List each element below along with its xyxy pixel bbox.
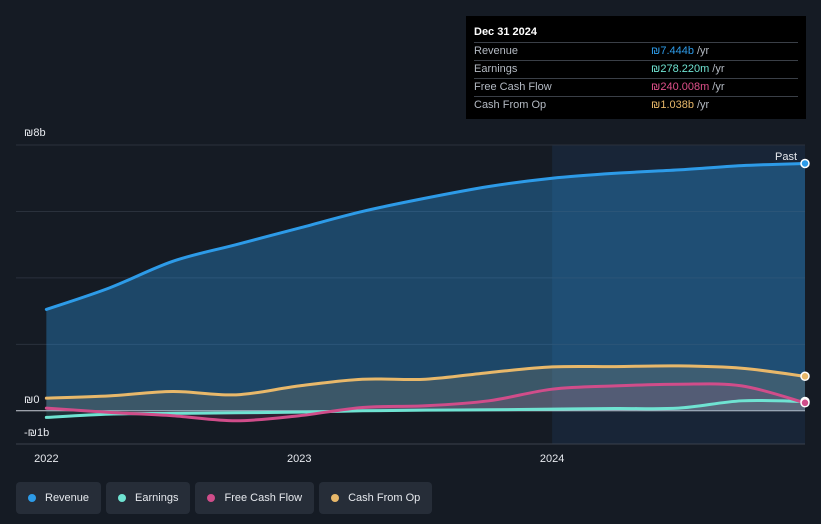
- x-axis-labels: 2022 2023 2024: [34, 453, 564, 465]
- tooltip-row-cash-from-op: Cash From Op ₪1.038b /yr: [474, 96, 798, 114]
- tooltip-date: Dec 31 2024: [474, 26, 537, 38]
- past-label: Past: [775, 151, 797, 163]
- y-axis-labels: ₪8b ₪0 -₪1b: [24, 127, 49, 439]
- series-endpoints: [800, 158, 810, 408]
- legend-item-earnings[interactable]: Earnings: [106, 482, 191, 514]
- series-lines: [44, 161, 807, 423]
- cash-from-op-line: [44, 364, 807, 400]
- revenue-endpoint: [800, 158, 810, 169]
- tooltip-value: ₪7.444b: [651, 45, 694, 57]
- past-region-highlight: [552, 145, 805, 444]
- free-cash-flow-dot-icon: [207, 494, 216, 502]
- chart: ₪8b ₪0 -₪1b 2022 2023 2024 Past: [16, 127, 810, 465]
- legend-label: Cash From Op: [348, 492, 421, 504]
- legend-label: Free Cash Flow: [224, 492, 303, 504]
- y-tick-label: ₪8b: [24, 127, 46, 139]
- tooltip-row-revenue: Revenue ₪7.444b /yr: [474, 42, 798, 60]
- x-tick-label: 2023: [287, 453, 311, 465]
- x-tick-label: 2024: [540, 453, 564, 465]
- free-cash-flow-line: [44, 382, 807, 423]
- series-areas: [46, 163, 806, 421]
- tooltip-unit: /yr: [697, 45, 710, 57]
- tooltip-panel: Dec 31 2024 Revenue ₪7.444b /yr Earnings…: [466, 16, 806, 119]
- earnings-line: [44, 398, 807, 419]
- cash-from-op-area: [46, 365, 806, 411]
- tooltip-unit: /yr: [697, 99, 710, 111]
- revenue-dot-icon: [28, 494, 36, 502]
- revenue-area: [46, 163, 806, 411]
- legend-label: Revenue: [45, 492, 90, 504]
- tooltip-row-free-cash-flow: Free Cash Flow ₪240.008m /yr: [474, 78, 798, 96]
- legend-item-free-cash-flow[interactable]: Free Cash Flow: [195, 482, 315, 514]
- cash-from-op-endpoint: [800, 371, 810, 382]
- tooltip-row-earnings: Earnings ₪278.220m /yr: [474, 60, 798, 78]
- free-cash-flow-endpoint: [800, 398, 810, 408]
- tooltip-value: ₪240.008m: [651, 81, 710, 93]
- legend-label: Earnings: [135, 492, 179, 504]
- tooltip-label: Revenue: [474, 45, 519, 57]
- tooltip-label: Free Cash Flow: [474, 81, 552, 93]
- gridlines: [16, 144, 805, 445]
- tooltip-unit: /yr: [712, 81, 725, 93]
- x-tick-label: 2022: [34, 453, 58, 465]
- tooltip-label: Cash From Op: [474, 99, 547, 111]
- legend: Revenue Earnings Free Cash Flow Cash Fro…: [16, 482, 433, 514]
- y-tick-label: -₪1b: [24, 427, 49, 439]
- tooltip-value: ₪1.038b: [651, 99, 694, 111]
- earnings-dot-icon: [118, 494, 127, 502]
- tooltip-unit: /yr: [712, 63, 725, 75]
- y-tick-label: ₪0: [24, 394, 39, 406]
- legend-item-cash-from-op[interactable]: Cash From Op: [319, 482, 433, 514]
- legend-item-revenue[interactable]: Revenue: [16, 482, 102, 514]
- cash-from-op-dot-icon: [331, 494, 340, 502]
- tooltip-value: ₪278.220m: [651, 63, 710, 75]
- revenue-line: [44, 161, 807, 311]
- tooltip-label: Earnings: [474, 63, 518, 75]
